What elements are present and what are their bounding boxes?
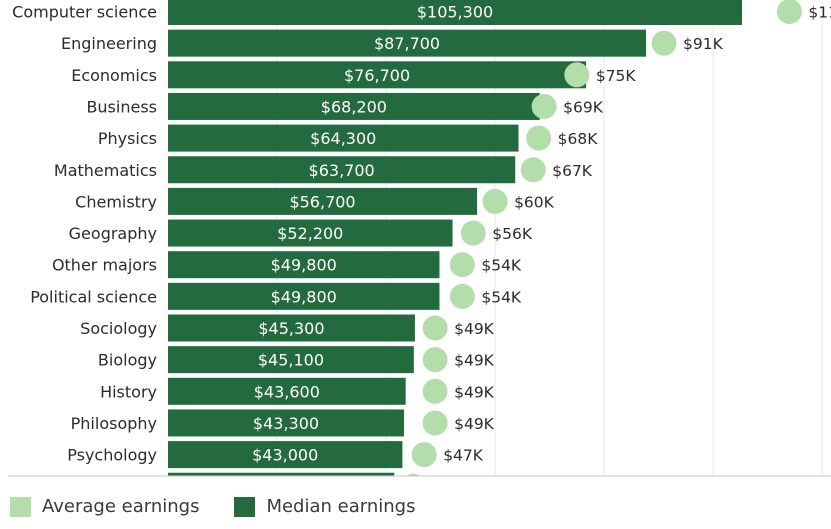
median-value-label: $43,600 xyxy=(254,382,320,401)
average-dot xyxy=(422,347,448,373)
median-bar xyxy=(168,219,453,247)
median-bar xyxy=(168,92,540,120)
category-label: Business xyxy=(86,97,157,116)
median-bar xyxy=(168,156,516,184)
median-bar-clipped xyxy=(168,472,395,476)
legend-label-average: Average earnings xyxy=(42,496,200,517)
median-bar xyxy=(168,409,405,437)
category-label: Economics xyxy=(71,66,157,85)
median-value-label: $45,100 xyxy=(258,351,324,370)
median-swatch xyxy=(234,496,256,517)
labels: Computer science $105,300 $114K Engineering… xyxy=(12,3,831,465)
average-value-label: $49K xyxy=(454,415,495,433)
category-label: Geography xyxy=(69,224,157,243)
average-dots xyxy=(406,0,802,476)
average-dot xyxy=(422,378,448,404)
average-dot xyxy=(449,252,475,278)
median-bar xyxy=(168,0,742,25)
average-dot xyxy=(482,188,508,214)
average-value-label: $91K xyxy=(683,35,724,53)
median-bar xyxy=(168,314,415,342)
average-value-label: $67K xyxy=(552,162,593,180)
median-value-label: $52,200 xyxy=(277,224,343,243)
legend-label-median: Median earnings xyxy=(266,496,416,517)
average-value-label: $75K xyxy=(596,67,637,85)
median-value-label: $105,300 xyxy=(417,3,493,22)
average-value-label: $56K xyxy=(492,225,533,243)
median-bar xyxy=(168,377,406,405)
median-bars xyxy=(168,0,742,476)
median-value-label: $76,700 xyxy=(344,66,410,85)
average-value-label: $54K xyxy=(481,288,522,306)
average-dot xyxy=(460,220,486,246)
category-label: Chemistry xyxy=(75,192,157,211)
average-value-label: $49K xyxy=(454,383,495,401)
median-bar xyxy=(168,124,519,152)
median-value-label: $45,300 xyxy=(258,319,324,338)
median-bar xyxy=(168,441,403,469)
average-dot xyxy=(449,283,475,309)
category-label: Philosophy xyxy=(71,414,157,433)
median-value-label: $63,700 xyxy=(309,161,375,180)
category-label: Mathematics xyxy=(54,161,157,180)
category-label: History xyxy=(100,382,157,401)
average-value-label: $54K xyxy=(481,257,522,275)
median-value-label: $56,700 xyxy=(289,192,355,211)
average-value-label: $114K xyxy=(808,4,831,22)
average-value-label: $60K xyxy=(514,193,555,211)
median-bar xyxy=(168,251,440,279)
median-value-label: $64,300 xyxy=(310,129,376,148)
median-bar xyxy=(168,187,478,215)
category-label: Political science xyxy=(30,287,157,306)
average-dot-clipped xyxy=(406,473,421,476)
average-dot xyxy=(531,93,557,119)
median-value-label: $43,300 xyxy=(253,414,319,433)
average-dot xyxy=(776,0,802,24)
category-label: Computer science xyxy=(12,3,157,22)
average-dot xyxy=(651,30,677,56)
average-swatch xyxy=(10,496,31,517)
average-dot xyxy=(526,125,552,151)
median-bar xyxy=(168,29,647,57)
category-label: Other majors xyxy=(52,256,157,275)
earnings-chart: Computer science $105,300 $114K Engineering… xyxy=(8,0,831,477)
median-value-label: $43,000 xyxy=(252,446,318,465)
average-dot xyxy=(520,157,546,183)
average-value-label: $49K xyxy=(454,320,495,338)
median-value-label: $49,800 xyxy=(271,256,337,275)
average-dot xyxy=(422,315,448,341)
legend-item-median[interactable]: Median earnings xyxy=(234,496,415,517)
median-value-label: $49,800 xyxy=(271,287,337,306)
category-label: Sociology xyxy=(80,319,157,338)
average-dot xyxy=(422,410,448,436)
average-dot xyxy=(411,442,437,468)
average-value-label: $49K xyxy=(454,352,495,370)
median-value-label: $87,700 xyxy=(374,34,440,53)
legend-item-average[interactable]: Average earnings xyxy=(10,496,199,517)
median-bar xyxy=(168,346,414,374)
average-value-label: $69K xyxy=(563,98,604,116)
category-label: Physics xyxy=(98,129,157,148)
median-value-label: $68,200 xyxy=(321,97,387,116)
median-bar xyxy=(168,61,587,89)
legend: Average earnings Median earnings xyxy=(10,496,450,517)
average-value-label: $47K xyxy=(443,447,484,465)
category-label: Engineering xyxy=(61,34,157,53)
average-value-label: $68K xyxy=(558,130,599,148)
median-bar xyxy=(168,282,440,310)
category-label: Biology xyxy=(98,351,157,370)
category-label: Psychology xyxy=(67,446,157,465)
average-dot xyxy=(564,62,590,88)
